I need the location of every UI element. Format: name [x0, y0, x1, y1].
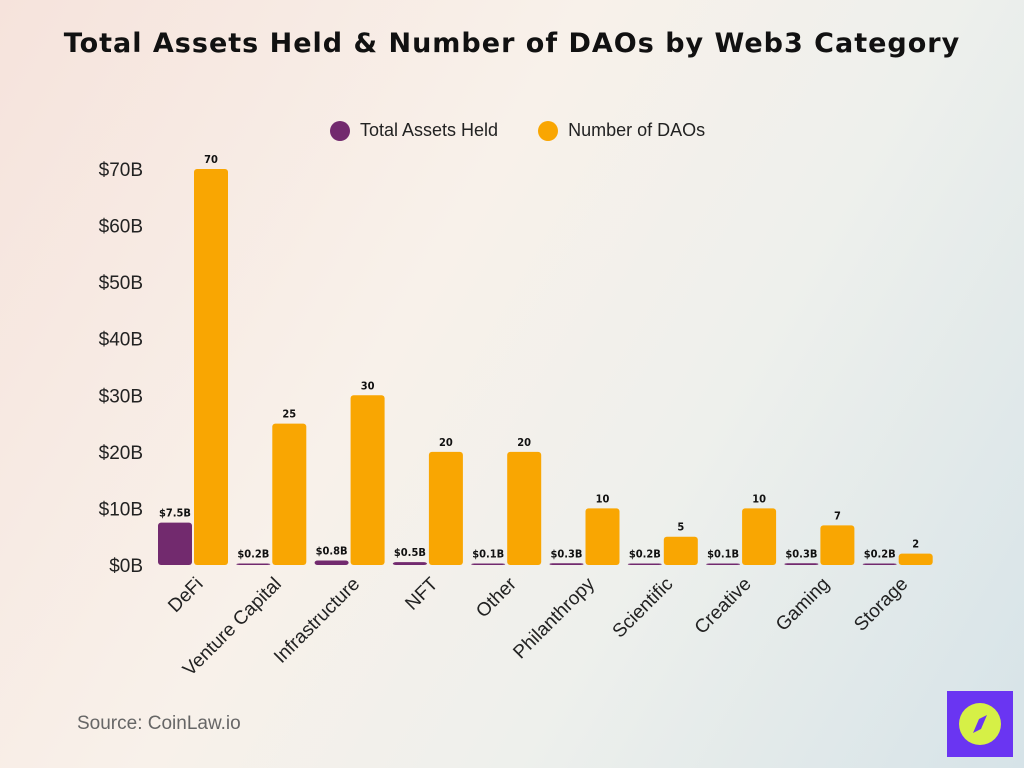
- data-label: 20: [517, 436, 531, 449]
- x-tick-label: Gaming: [772, 574, 834, 636]
- data-label: $0.3B: [551, 547, 583, 560]
- legend-label: Number of DAOs: [568, 120, 706, 140]
- data-label: $0.5B: [394, 546, 426, 559]
- data-label: 30: [361, 379, 375, 392]
- data-label: $0.3B: [785, 547, 817, 560]
- x-tick-label: Philanthropy: [509, 573, 599, 663]
- data-label: $0.2B: [629, 548, 661, 561]
- data-label: $7.5B: [159, 507, 191, 520]
- y-tick-label: $0B: [109, 556, 143, 577]
- bar-daos: [585, 508, 620, 565]
- legend-item-daos: Number of DAOs: [538, 120, 705, 141]
- bar-daos: [428, 451, 463, 565]
- data-label: 10: [752, 492, 766, 505]
- data-label: $0.2B: [864, 548, 896, 561]
- chart-title: Total Assets Held & Number of DAOs by We…: [63, 28, 961, 59]
- compass-icon: [959, 703, 1001, 745]
- x-tick-label: Scientific: [609, 574, 678, 643]
- bar-daos: [663, 536, 698, 565]
- data-label: 2: [912, 538, 919, 551]
- data-label: 25: [282, 408, 296, 421]
- x-tick-label: Storage: [850, 574, 912, 636]
- legend-swatch: [330, 120, 350, 141]
- legend-swatch: [538, 120, 559, 141]
- bar-assets: [862, 563, 897, 565]
- bar-assets: [784, 563, 819, 565]
- bar-daos: [350, 395, 385, 565]
- data-label: 10: [596, 492, 610, 505]
- data-label: 5: [677, 521, 684, 534]
- x-tick-label: Other: [472, 573, 521, 622]
- x-tick-label: NFT: [401, 573, 442, 614]
- bar-assets: [706, 563, 741, 565]
- data-label: $0.1B: [707, 548, 739, 561]
- logo: [947, 691, 1013, 757]
- bar-daos: [194, 169, 228, 565]
- data-label: $0.1B: [472, 548, 504, 561]
- bar-assets: [392, 562, 427, 565]
- legend-label: Total Assets Held: [360, 120, 499, 140]
- data-label: 7: [834, 509, 841, 522]
- bar-daos: [742, 508, 777, 565]
- data-label: $0.8B: [316, 544, 348, 557]
- data-label: 70: [204, 153, 218, 166]
- x-tick-label: Creative: [691, 574, 756, 639]
- bar-daos: [507, 451, 542, 565]
- y-tick-label: $30B: [99, 386, 143, 407]
- legend-item-assets: Total Assets Held: [330, 120, 498, 141]
- source-text: Source: CoinLaw.io: [77, 713, 241, 734]
- bar-daos: [272, 423, 307, 565]
- data-label: 20: [439, 436, 453, 449]
- bar-daos: [898, 553, 933, 565]
- bar-daos: [820, 525, 855, 565]
- bar-assets: [314, 560, 349, 565]
- y-tick-label: $20B: [99, 443, 143, 464]
- y-tick-label: $40B: [99, 330, 143, 351]
- bar-assets: [471, 563, 506, 565]
- data-label: $0.2B: [237, 548, 269, 561]
- bar-assets: [549, 563, 584, 565]
- x-tick-label: DeFi: [164, 574, 207, 617]
- y-tick-label: $50B: [99, 273, 143, 294]
- y-tick-label: $70B: [99, 160, 143, 181]
- y-tick-label: $10B: [99, 499, 143, 520]
- bar-assets: [236, 563, 271, 565]
- y-tick-label: $60B: [99, 217, 143, 238]
- legend: Total Assets Held Number of DAOs: [330, 120, 705, 141]
- bar-assets: [158, 522, 192, 565]
- bar-assets: [627, 563, 662, 565]
